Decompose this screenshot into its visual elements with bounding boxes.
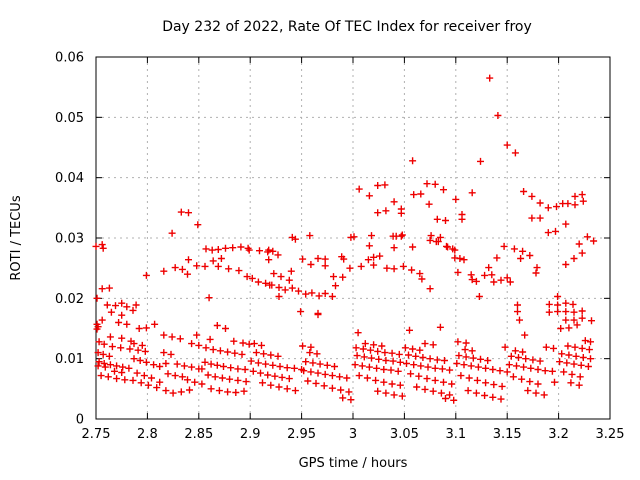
x-tick-label: 2.85 <box>184 427 213 442</box>
y-tick-label: 0.06 <box>55 51 84 66</box>
y-tick-label: 0.04 <box>55 171 84 186</box>
y-axis-label: ROTI / TECUs <box>9 195 24 280</box>
x-tick-labels: 2.75 2.8 2.85 2.9 2.95 3 3.05 3.1 3.15 3.2 3.25 <box>82 427 625 442</box>
x-tick-label: 2.9 <box>240 427 261 442</box>
y-tick-label: 0.01 <box>55 352 84 367</box>
x-tick-label: 2.8 <box>137 427 158 442</box>
x-axis-label: GPS time / hours <box>299 456 408 471</box>
y-tick-label: 0 <box>76 413 84 428</box>
x-tick-label: 2.75 <box>82 427 111 442</box>
x-tick-label: 2.95 <box>287 427 316 442</box>
y-tick-label: 0.03 <box>55 232 84 247</box>
x-tick-label: 3.05 <box>390 427 419 442</box>
x-tick-label: 3.1 <box>445 427 466 442</box>
chart-title: Day 232 of 2022, Rate Of TEC Index for r… <box>162 19 532 35</box>
x-tick-label: 3.25 <box>596 427 625 442</box>
x-tick-label: 3 <box>349 427 357 442</box>
x-tick-label: 3.15 <box>493 427 522 442</box>
y-tick-labels: 0 0.01 0.02 0.03 0.04 0.05 0.06 <box>55 51 84 428</box>
plot-border <box>95 56 611 420</box>
y-tick-label: 0.02 <box>55 292 84 307</box>
data-points <box>92 74 598 404</box>
x-tick-label: 3.2 <box>548 427 569 442</box>
y-tick-label: 0.05 <box>55 111 84 126</box>
